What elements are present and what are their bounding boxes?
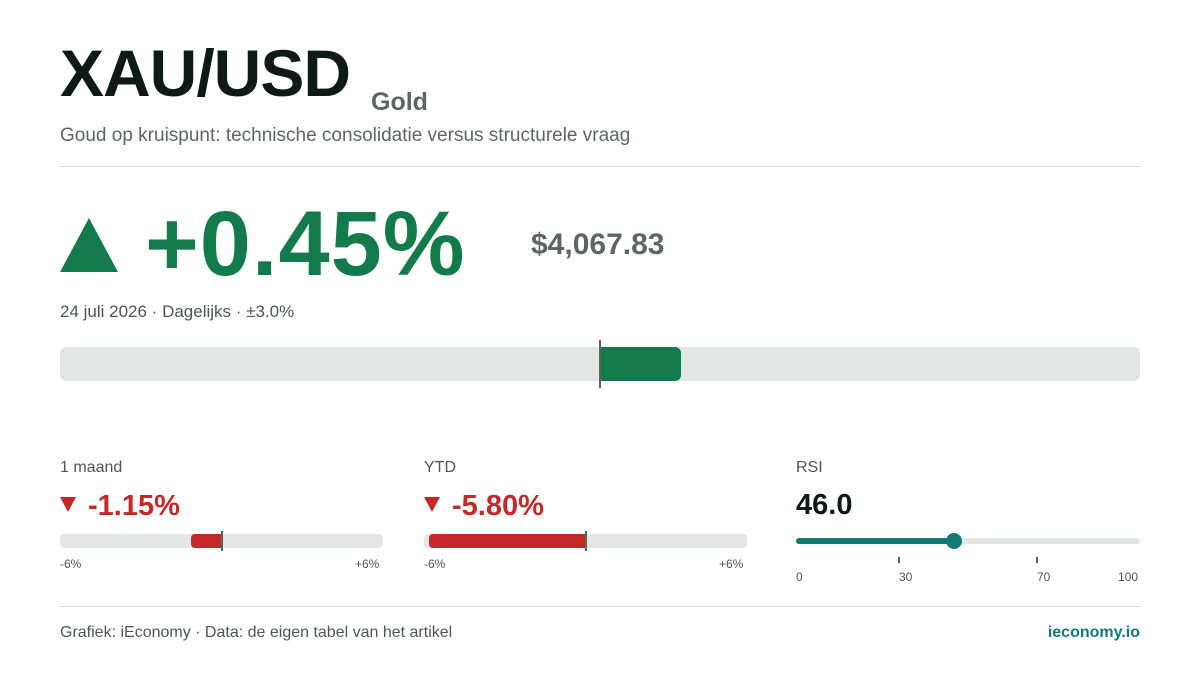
month-value-text: -1.15% bbox=[88, 490, 180, 522]
month-tick-max: +6% bbox=[355, 557, 380, 571]
asset-name: Gold bbox=[371, 88, 428, 116]
triangle-down-icon bbox=[60, 497, 76, 512]
header-divider bbox=[60, 166, 1140, 167]
rsi-tick-70 bbox=[1035, 557, 1038, 563]
rsi-marker bbox=[946, 533, 963, 549]
rsi-tick-30 bbox=[898, 557, 901, 563]
rsi-bar bbox=[796, 538, 955, 544]
rsi-label: RSI bbox=[796, 459, 823, 476]
triangle-down-icon bbox=[424, 497, 440, 512]
month-tick-min: -6% bbox=[60, 557, 82, 571]
month-label: 1 maand bbox=[60, 459, 123, 476]
price-value: $4,067.83 bbox=[531, 228, 665, 261]
ytd-bar bbox=[429, 534, 586, 548]
footer-divider bbox=[60, 606, 1140, 607]
month-zero-line bbox=[220, 531, 223, 551]
rsi-tick-label-30: 30 bbox=[899, 570, 913, 584]
page-title: XAU/USD bbox=[60, 36, 351, 110]
ytd-label: YTD bbox=[424, 459, 456, 476]
rsi-tick-label-100: 100 bbox=[1118, 570, 1139, 584]
rsi-value: 46.0 bbox=[796, 489, 853, 521]
footer-source: Grafiek: iEconomy · Data: de eigen tabel… bbox=[60, 624, 453, 641]
ytd-tick-max: +6% bbox=[719, 557, 744, 571]
ytd-value: -5.80% bbox=[424, 492, 544, 521]
daily-change-zero-line bbox=[599, 340, 601, 388]
subtitle: Goud op kruispunt: technische consolidat… bbox=[60, 125, 631, 146]
date-meta: 24 juli 2026 · Dagelijks · ±3.0% bbox=[60, 302, 295, 321]
rsi-track bbox=[796, 538, 1140, 544]
daily-change-bar bbox=[600, 347, 681, 381]
ytd-tick-min: -6% bbox=[424, 557, 446, 571]
triangle-up-icon bbox=[60, 218, 118, 272]
daily-change-value: +0.45% bbox=[145, 193, 466, 295]
month-value: -1.15% bbox=[60, 492, 180, 521]
rsi-tick-label-70: 70 bbox=[1037, 570, 1051, 584]
month-bar bbox=[190, 534, 222, 548]
ytd-value-text: -5.80% bbox=[452, 490, 544, 522]
footer-brand-link[interactable]: ieconomy.io bbox=[1047, 624, 1140, 641]
ytd-zero-line bbox=[584, 531, 587, 551]
rsi-tick-label-0: 0 bbox=[796, 570, 803, 584]
